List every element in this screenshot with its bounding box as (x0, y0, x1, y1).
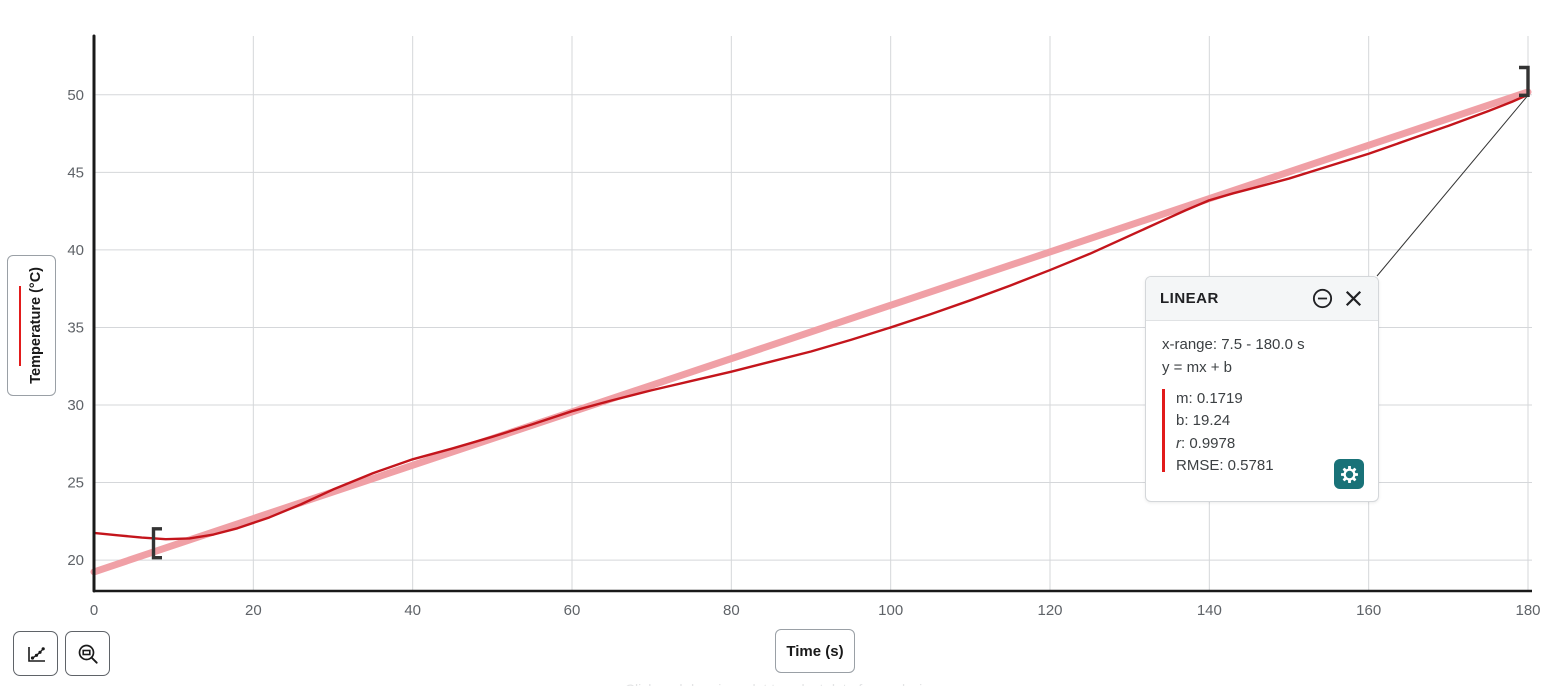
svg-text:0: 0 (90, 602, 98, 619)
svg-text:40: 40 (67, 242, 84, 259)
svg-text:45: 45 (67, 164, 84, 181)
svg-text:30: 30 (67, 397, 84, 414)
svg-text:40: 40 (404, 602, 421, 619)
svg-text:50: 50 (67, 87, 84, 104)
svg-text:25: 25 (67, 475, 84, 492)
svg-text:80: 80 (723, 602, 740, 619)
svg-text:35: 35 (67, 319, 84, 336)
svg-text:20: 20 (245, 602, 262, 619)
svg-text:20: 20 (67, 552, 84, 569)
svg-text:180: 180 (1515, 602, 1540, 619)
svg-text:160: 160 (1356, 602, 1381, 619)
svg-text:60: 60 (564, 602, 581, 619)
svg-text:140: 140 (1197, 602, 1222, 619)
svg-text:100: 100 (878, 602, 903, 619)
svg-text:120: 120 (1037, 602, 1062, 619)
